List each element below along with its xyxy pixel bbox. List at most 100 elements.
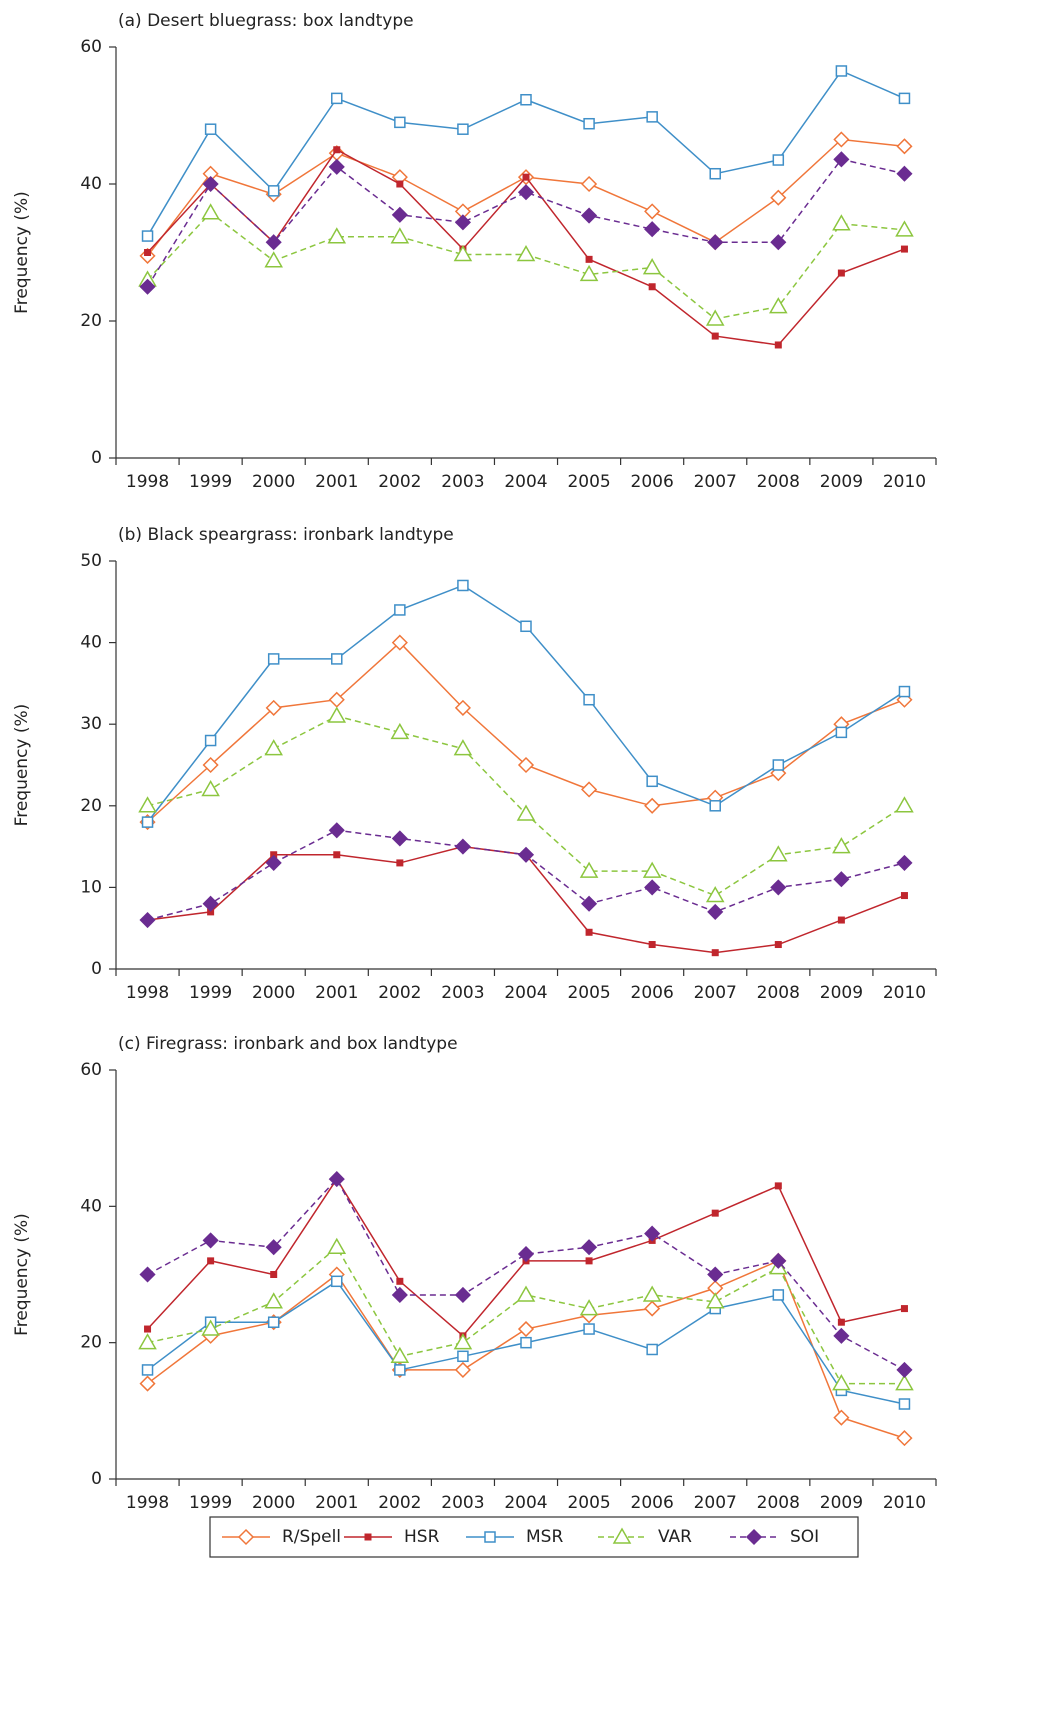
marker: [832, 1374, 851, 1391]
marker: [333, 146, 341, 154]
marker: [265, 854, 282, 871]
marker: [644, 1300, 661, 1317]
marker: [646, 1343, 658, 1356]
series-line: [147, 641, 905, 823]
marker: [900, 892, 908, 900]
marker: [202, 175, 219, 193]
marker: [833, 1409, 850, 1426]
marker: [579, 264, 599, 282]
x-tick-label: 2001: [315, 472, 358, 492]
x-tick-label: 1998: [126, 472, 169, 492]
marker: [202, 756, 219, 774]
marker: [705, 309, 725, 326]
marker: [707, 903, 724, 920]
marker: [141, 230, 154, 242]
marker: [390, 227, 410, 244]
marker: [331, 92, 343, 105]
marker: [333, 851, 341, 859]
marker: [396, 1277, 404, 1285]
y-tick-label: 60: [80, 37, 102, 57]
marker: [391, 634, 408, 651]
x-tick-label: 2009: [820, 983, 863, 1003]
marker: [453, 739, 473, 756]
marker: [141, 1364, 154, 1376]
y-tick-label: 0: [91, 959, 102, 979]
x-tick-label: 2002: [378, 472, 421, 492]
marker: [517, 184, 535, 201]
marker: [202, 1232, 219, 1249]
marker: [328, 158, 345, 175]
marker: [328, 822, 345, 839]
marker: [270, 1271, 278, 1278]
y-tick-label: 60: [80, 1060, 102, 1080]
marker: [202, 895, 219, 912]
marker: [138, 796, 157, 813]
y-tick-label: 20: [80, 1333, 102, 1353]
marker: [898, 685, 911, 698]
marker: [331, 1275, 343, 1288]
marker: [642, 861, 662, 878]
marker: [139, 1375, 156, 1392]
marker: [769, 297, 788, 314]
marker: [581, 175, 598, 193]
x-tick-label: 2000: [252, 983, 295, 1003]
marker: [331, 653, 343, 665]
marker: [646, 111, 658, 123]
y-tick-label: 40: [80, 174, 102, 194]
marker: [391, 1286, 408, 1304]
marker: [327, 1237, 347, 1254]
legend-marker: [484, 1531, 496, 1543]
x-tick-label: 2005: [567, 472, 610, 492]
marker: [204, 734, 217, 747]
marker: [644, 203, 661, 220]
marker: [454, 838, 471, 855]
marker: [327, 706, 347, 723]
marker: [579, 861, 599, 878]
marker: [896, 165, 913, 182]
marker: [774, 941, 782, 949]
marker: [139, 911, 156, 929]
marker: [583, 117, 595, 130]
marker: [896, 854, 913, 871]
marker: [396, 180, 404, 188]
x-tick-label: 2001: [315, 1493, 358, 1513]
marker: [774, 341, 782, 349]
marker: [646, 775, 658, 788]
marker: [705, 886, 725, 903]
marker: [837, 916, 845, 924]
y-tick-label: 30: [80, 714, 102, 734]
x-tick-label: 2000: [252, 472, 295, 492]
x-tick-label: 2010: [883, 983, 926, 1003]
x-tick-label: 2001: [315, 983, 358, 1003]
marker: [454, 699, 471, 716]
marker: [774, 1182, 782, 1190]
x-tick-label: 2007: [694, 1493, 737, 1513]
marker: [391, 206, 408, 223]
marker: [264, 739, 283, 756]
legend-label: MSR: [526, 1527, 563, 1547]
marker: [896, 1430, 913, 1447]
y-axis-label: Frequency (%): [12, 704, 32, 827]
marker: [144, 1325, 152, 1333]
marker: [204, 123, 217, 135]
marker: [267, 1316, 280, 1328]
marker: [517, 846, 535, 863]
marker: [896, 1361, 913, 1378]
marker: [522, 173, 530, 181]
x-tick-label: 2010: [883, 1493, 926, 1513]
x-tick-label: 2008: [757, 472, 800, 492]
marker: [517, 1320, 535, 1338]
marker: [709, 800, 721, 812]
x-tick-label: 2005: [567, 1493, 610, 1513]
marker: [707, 234, 724, 251]
marker: [711, 949, 719, 957]
marker: [837, 269, 845, 277]
marker: [454, 214, 471, 231]
marker: [900, 1305, 908, 1313]
marker: [207, 1257, 215, 1265]
marker: [644, 879, 661, 896]
x-tick-label: 2008: [757, 1493, 800, 1513]
marker: [770, 189, 787, 206]
y-tick-label: 0: [91, 448, 102, 468]
x-tick-label: 2006: [631, 472, 674, 492]
